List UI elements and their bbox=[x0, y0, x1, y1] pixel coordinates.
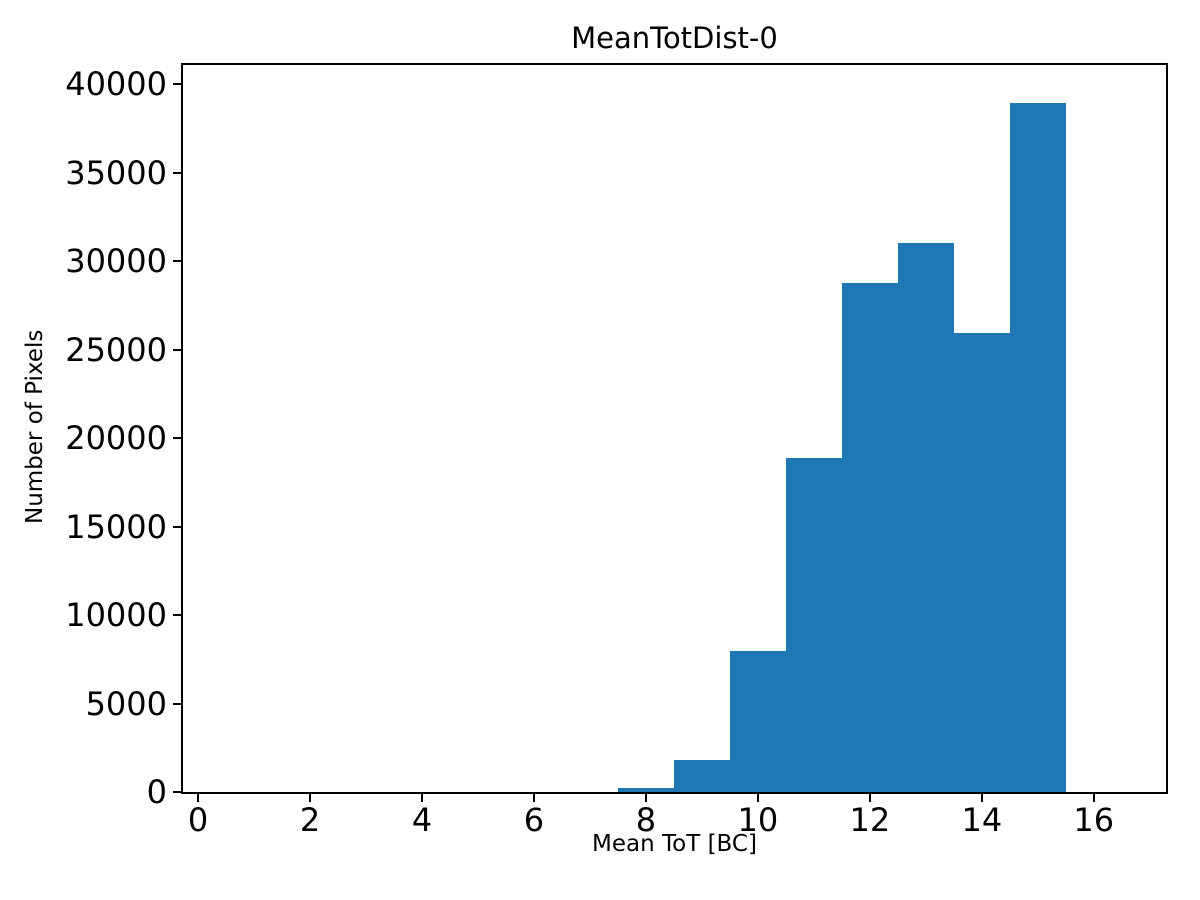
y-tick-mark bbox=[173, 702, 181, 705]
y-tick-mark bbox=[173, 260, 181, 263]
histogram-bar bbox=[729, 651, 786, 792]
x-tick-label: 2 bbox=[299, 801, 321, 839]
y-tick-label: 35000 bbox=[65, 153, 167, 192]
x-tick-label: 0 bbox=[187, 801, 209, 839]
histogram-bar bbox=[841, 283, 898, 792]
y-tick-mark bbox=[173, 791, 181, 793]
y-tick-mark bbox=[173, 83, 181, 86]
x-tick-label: 10 bbox=[737, 801, 779, 839]
x-tick-mark bbox=[532, 794, 535, 802]
x-tick-label: 12 bbox=[849, 801, 891, 839]
histogram-bar bbox=[617, 787, 674, 792]
y-tick-mark bbox=[173, 525, 181, 528]
y-tick-label: 15000 bbox=[65, 507, 167, 546]
y-tick-label: 10000 bbox=[65, 596, 167, 634]
histogram-bar bbox=[1009, 102, 1066, 792]
plot-area: 0 2 4 6 8 10 12 14 16 0 5000 10000 15000 20000 25000 30… bbox=[65, 63, 1168, 836]
y-tick-mark bbox=[173, 171, 181, 174]
x-axis-label: Mean ToT [BC] bbox=[592, 831, 757, 857]
x-tick-label: 6 bbox=[523, 801, 545, 839]
y-tick-label: 40000 bbox=[65, 65, 167, 104]
x-tick-label: 8 bbox=[635, 801, 657, 839]
histogram-bar bbox=[953, 332, 1010, 792]
y-tick-label: 25000 bbox=[65, 330, 167, 369]
histogram-bar bbox=[897, 243, 954, 792]
x-tick-label: 14 bbox=[961, 801, 1003, 839]
x-tick-mark bbox=[868, 794, 871, 802]
x-tick-mark bbox=[756, 794, 759, 802]
x-tick-mark bbox=[1092, 794, 1095, 802]
y-tick-label: 5000 bbox=[85, 684, 167, 723]
y-tick-mark bbox=[173, 614, 181, 616]
x-tick-label: 4 bbox=[411, 801, 433, 839]
x-tick-mark bbox=[980, 794, 983, 802]
x-tick-mark bbox=[644, 794, 647, 802]
y-tick-mark bbox=[173, 437, 181, 439]
histogram-bar bbox=[673, 760, 730, 792]
y-tick-label: 20000 bbox=[65, 419, 167, 457]
x-tick-mark bbox=[197, 794, 200, 802]
x-tick-mark bbox=[421, 794, 424, 802]
y-tick-mark bbox=[173, 348, 181, 351]
chart-title: MeanTotDist-0 bbox=[571, 21, 778, 55]
y-tick-label: 30000 bbox=[65, 242, 167, 281]
x-tick-label: 16 bbox=[1073, 801, 1115, 839]
y-tick-label: 0 bbox=[146, 773, 167, 811]
histogram-bar bbox=[785, 458, 842, 792]
y-axis-label: Number of Pixels bbox=[22, 329, 48, 524]
x-tick-mark bbox=[309, 794, 312, 802]
